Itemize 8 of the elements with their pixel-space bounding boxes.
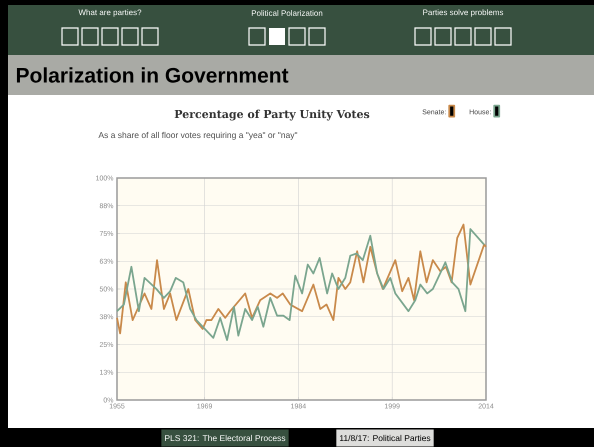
chart-subtitle: As a share of all floor votes requiring a "yea" or "nay" [98, 132, 298, 140]
text: Polarization in Government [16, 67, 288, 83]
text: PLS 321: The Electoral Process [165, 434, 286, 442]
text: 11/8/17: Political Parties [340, 434, 430, 442]
text: Political Polarization [252, 10, 322, 16]
chart-title: Percentage of Party Unity Votes [174, 110, 370, 120]
text: What are parties? [78, 9, 142, 17]
text: Parties solve problems [423, 9, 504, 17]
